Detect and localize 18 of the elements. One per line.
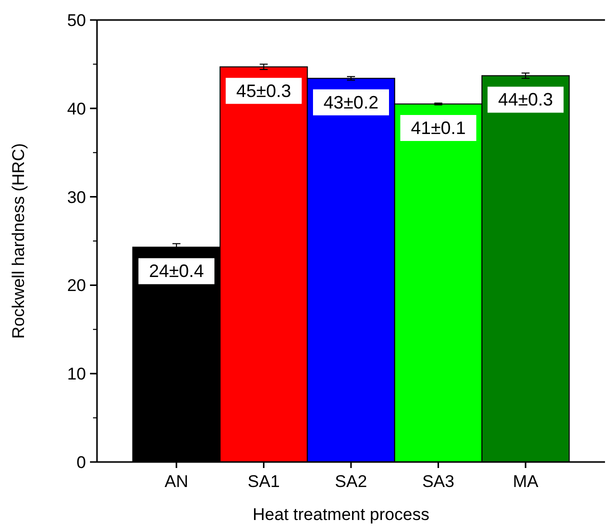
- y-tick-label: 0: [76, 453, 86, 472]
- x-tick-label: AN: [164, 472, 188, 491]
- data-label: 44±0.3: [498, 90, 554, 110]
- x-axis-title: Heat treatment process: [252, 505, 430, 524]
- data-label: 24±0.4: [148, 261, 204, 282]
- data-label: 45±0.3: [236, 80, 292, 101]
- y-axis-title: Rockwell hardness (HRC): [9, 143, 28, 339]
- x-tick-label: MA: [512, 472, 539, 491]
- y-tick-label: 10: [67, 364, 86, 384]
- y-tick-label: 40: [67, 99, 86, 118]
- y-tick-label: 30: [67, 188, 86, 207]
- y-tick-label: 20: [67, 276, 86, 296]
- x-tick-label: SA3: [422, 472, 454, 491]
- y-tick-label: 50: [67, 11, 86, 30]
- data-label: 41±0.1: [410, 118, 466, 138]
- data-label: 43±0.2: [324, 92, 378, 112]
- x-tick-label: SA2: [334, 472, 368, 491]
- x-tick-label: SA1: [248, 472, 280, 491]
